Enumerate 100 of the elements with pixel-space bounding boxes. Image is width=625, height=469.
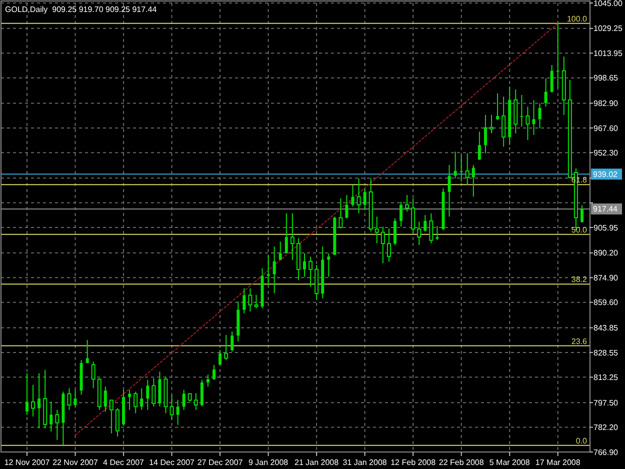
candlestick <box>465 152 470 186</box>
candlestick <box>182 389 186 410</box>
x-tick-label: 4 Dec 2007 <box>103 458 145 467</box>
candlestick <box>454 151 457 179</box>
candlestick <box>104 386 107 412</box>
candlestick <box>284 212 288 254</box>
y-tick-label: 797.50 <box>594 398 619 408</box>
candlestick <box>496 92 500 120</box>
candlestick <box>363 188 366 210</box>
candlestick <box>380 226 385 264</box>
y-tick-label: 766.90 <box>594 448 619 457</box>
y-tick-label: 1029.25 <box>594 24 623 34</box>
candlestick <box>532 100 536 136</box>
x-tick-label: 5 Mar 2008 <box>489 458 530 467</box>
candlestick <box>134 391 138 414</box>
candlestick <box>520 94 524 128</box>
x-tick-label: 31 Jan 2008 <box>342 458 388 467</box>
candlestick <box>490 114 494 134</box>
candlestick <box>544 78 548 108</box>
candlestick <box>405 194 410 212</box>
y-tick-label: 843.85 <box>594 324 619 333</box>
candlestick <box>278 241 282 260</box>
x-tick-label: 12 Nov 2007 <box>4 458 50 467</box>
candlestick <box>176 399 180 426</box>
y-tick-label: 813.25 <box>594 372 619 382</box>
candlestick <box>152 378 156 407</box>
candlestick <box>327 252 330 278</box>
candlestick <box>266 254 270 286</box>
x-tick-label: 22 Nov 2007 <box>52 458 98 467</box>
x-tick-label: 9 Jan 2008 <box>248 458 289 467</box>
y-tick-label: 982.90 <box>594 99 619 108</box>
y-tick-label: 967.60 <box>594 124 619 133</box>
x-tick-label: 14 Dec 2007 <box>149 458 196 467</box>
candlestick <box>218 349 222 366</box>
candlestick <box>538 102 542 129</box>
candlestick <box>374 216 379 244</box>
y-tick-label: 1045.00 <box>594 0 623 8</box>
annotation: 50.0 <box>571 225 588 234</box>
candlestick <box>345 194 348 219</box>
x-tick-label: 22 Feb 2008 <box>438 458 484 467</box>
candlestick <box>55 409 60 440</box>
candlestick <box>429 212 434 244</box>
candlestick <box>393 218 396 246</box>
candlestick <box>212 364 216 380</box>
candlestick <box>109 399 114 434</box>
y-tick-label: 952.30 <box>594 148 619 158</box>
candlestick <box>31 384 36 417</box>
x-tick-label: 27 Dec 2007 <box>197 458 244 467</box>
y-tick-label: 782.20 <box>594 423 619 432</box>
candlestick <box>194 392 198 410</box>
candlestick <box>417 221 422 246</box>
candlestick <box>200 379 204 407</box>
x-tick-label: 17 Mar 2008 <box>535 458 581 467</box>
candlestick <box>248 288 252 312</box>
candlestick <box>26 372 28 416</box>
candlestick <box>550 64 554 94</box>
candlestick <box>478 131 481 160</box>
candlestick <box>115 408 120 437</box>
candlestick <box>308 256 313 288</box>
annotation: 23.6 <box>571 336 588 346</box>
annotation: 0.0 <box>576 436 588 446</box>
y-tick-label: 905.95 <box>594 223 619 232</box>
x-tick-label: 21 Jan 2008 <box>294 458 340 467</box>
candlestick <box>50 401 53 432</box>
candlestick <box>86 339 89 364</box>
y-tick-label: 998.65 <box>594 74 619 83</box>
candlestick <box>242 288 246 314</box>
candlestick <box>472 164 475 198</box>
candlestick <box>74 389 77 407</box>
candlestick <box>272 246 276 294</box>
candlestick <box>386 228 391 262</box>
y-tick-label: 890.20 <box>594 248 619 258</box>
candlestick <box>254 294 258 309</box>
candlestick <box>128 389 132 410</box>
candlestick <box>67 388 72 410</box>
y-tick-label: 874.90 <box>594 273 619 282</box>
candlestick <box>338 198 343 229</box>
candlestick <box>91 361 96 389</box>
candlestick <box>502 96 506 148</box>
y-tick-label: 859.60 <box>594 298 619 308</box>
annotation: 100.0 <box>566 14 588 24</box>
annotation: 38.2 <box>571 275 588 284</box>
candlestick <box>351 184 354 208</box>
candlestick <box>580 204 584 223</box>
candlestick <box>206 374 210 388</box>
candlestick <box>146 379 150 410</box>
candlestick <box>140 388 144 410</box>
candlestick <box>436 225 439 241</box>
candlestick <box>224 334 228 360</box>
x-tick-label: 12 Feb 2008 <box>390 458 436 467</box>
candlestick <box>356 178 361 214</box>
chart-title: GOLD,Daily 909.25 919.70 909.25 917.44 <box>5 5 158 14</box>
y-tick-label: 828.55 <box>594 348 619 358</box>
ref-line-label: 917.44 <box>593 204 618 214</box>
candlestick <box>400 201 403 228</box>
candlestick <box>484 114 487 154</box>
y-tick-label: 1013.95 <box>594 48 623 58</box>
candlestick <box>411 198 416 234</box>
candlestick <box>290 212 294 260</box>
candlestick <box>424 214 427 232</box>
